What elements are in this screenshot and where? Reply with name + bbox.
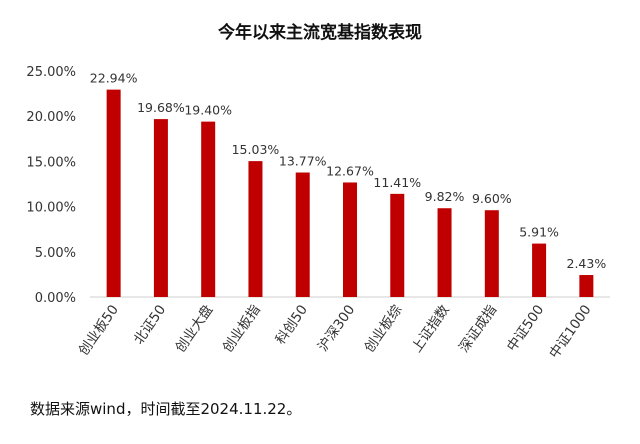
bar [343, 182, 357, 297]
data-label: 11.41% [373, 175, 421, 190]
x-tick-label: 科创50 [273, 302, 311, 347]
x-tick-label: 创业板50 [76, 302, 122, 358]
bar [484, 210, 499, 297]
x-tick-label: 深证成指 [456, 302, 500, 355]
bar [201, 121, 216, 298]
data-label: 5.91% [519, 225, 559, 240]
data-label: 2.43% [567, 256, 607, 271]
bar [248, 161, 263, 297]
data-label: 15.03% [232, 142, 280, 157]
data-label: 9.82% [425, 189, 465, 204]
x-tick-label: 创业大盘 [172, 302, 217, 356]
bar [390, 193, 405, 297]
x-tick-label: 北证50 [131, 302, 169, 347]
bar [579, 275, 594, 297]
data-label: 19.40% [184, 103, 232, 118]
x-tick-label: 中证500 [504, 302, 547, 354]
bar [295, 172, 310, 297]
source-note: 数据来源wind，时间截至2024.11.22。 [30, 400, 302, 418]
bar [106, 89, 121, 297]
y-tick-label: 10.00% [26, 201, 76, 216]
x-tick-label: 沪深300 [315, 302, 358, 354]
y-tick-label: 20.00% [26, 110, 76, 125]
data-label: 22.94% [90, 71, 138, 86]
bar [153, 119, 168, 297]
y-tick-label: 5.00% [35, 246, 76, 261]
x-tick-label: 创业板指 [220, 302, 264, 355]
data-label: 13.77% [279, 154, 327, 169]
x-tick-label: 上证指数 [409, 302, 453, 356]
data-label: 9.60% [472, 191, 512, 206]
bar [532, 243, 547, 297]
chart-title: 今年以来主流宽基指数表现 [218, 23, 422, 43]
data-label: 19.68% [137, 100, 185, 115]
x-tick-label: 中证1000 [546, 302, 594, 361]
y-tick-label: 15.00% [26, 155, 76, 170]
bar [437, 208, 452, 297]
x-tick-label: 创业板综 [361, 302, 405, 356]
y-tick-label: 25.00% [26, 65, 76, 80]
data-label: 12.67% [326, 163, 374, 178]
y-tick-label: 0.00% [35, 291, 76, 306]
